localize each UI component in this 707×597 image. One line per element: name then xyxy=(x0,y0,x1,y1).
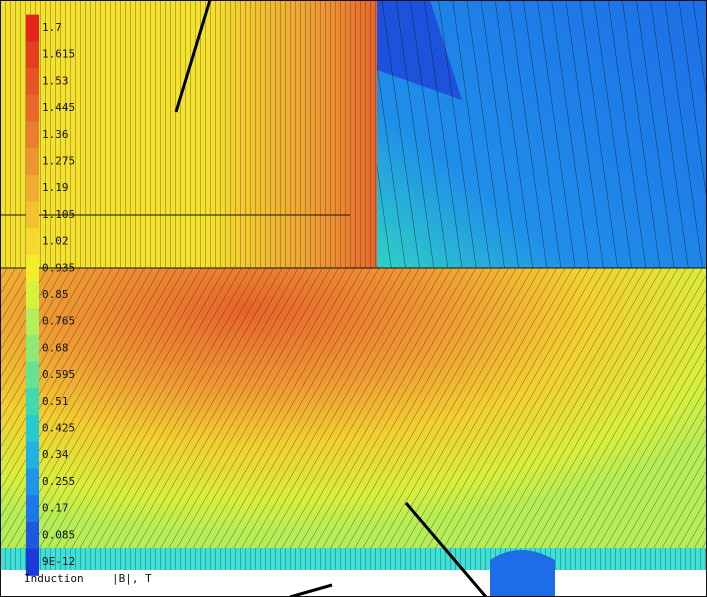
colorbar-tick-label: 1.7 xyxy=(42,21,62,34)
colorbar-swatch xyxy=(26,202,39,229)
colorbar-swatch xyxy=(26,255,39,282)
colorbar-tick-label: 0.935 xyxy=(42,261,75,274)
colorbar-tick-label: 0.765 xyxy=(42,315,75,328)
colorbar-label: Induction xyxy=(24,572,84,585)
field-plot xyxy=(0,0,707,597)
colorbar-tick-label: 1.19 xyxy=(42,181,69,194)
colorbar-tick-label: 1.02 xyxy=(42,235,69,248)
colorbar-tick-label: 0.085 xyxy=(42,528,75,541)
colorbar-tick-label: 0.68 xyxy=(42,341,69,354)
colorbar-swatch xyxy=(26,308,39,335)
chart: 1.7 1.615 1.53 1.445 1.36 1.275 1.19 1.105 1.02 0… xyxy=(0,0,707,597)
colorbar-swatch xyxy=(26,495,39,522)
colorbar-tick-label: 0.85 xyxy=(42,288,69,301)
colorbar-tick-label: 1.53 xyxy=(42,74,69,87)
colorbar-tick-label: 0.425 xyxy=(42,422,75,435)
colorbar-tick-label: 1.105 xyxy=(42,208,75,221)
colorbar-swatch xyxy=(26,282,39,309)
colorbar-swatch xyxy=(26,228,39,255)
colorbar-tick-label: 1.275 xyxy=(42,155,75,168)
colorbar-swatch xyxy=(26,15,39,42)
colorbar-swatch xyxy=(26,442,39,469)
colorbar-swatch xyxy=(26,148,39,175)
colorbar-swatch xyxy=(26,175,39,202)
colorbar-tick-label: 0.34 xyxy=(42,448,69,461)
colorbar-swatch xyxy=(26,68,39,95)
colorbar-swatch xyxy=(26,469,39,496)
colorbar-swatch xyxy=(26,95,39,122)
colorbar-tick-label: 0.17 xyxy=(42,502,69,515)
colorbar-tick-label: 1.615 xyxy=(42,48,75,61)
colorbar-tick-label: 0.595 xyxy=(42,368,75,381)
colorbar-tick-label: 0.255 xyxy=(42,475,75,488)
colorbar-swatch xyxy=(26,362,39,389)
colorbar-swatch xyxy=(26,121,39,148)
page: 1.7 1.615 1.53 1.445 1.36 1.275 1.19 1.105 1.02 0… xyxy=(0,0,707,597)
colorbar-swatch xyxy=(26,415,39,442)
colorbar-swatch xyxy=(26,41,39,68)
colorbar-swatch xyxy=(26,522,39,549)
colorbar-tick-label: 1.445 xyxy=(42,101,75,114)
colorbar-tick-label: 1.36 xyxy=(42,128,69,141)
colorbar-swatch xyxy=(26,335,39,362)
colorbar-tick-label: 9E-12 xyxy=(42,555,75,568)
colorbar-tick-label: 0.51 xyxy=(42,395,69,408)
quantity-label: |B|, T xyxy=(112,572,152,585)
colorbar-swatch xyxy=(26,388,39,415)
